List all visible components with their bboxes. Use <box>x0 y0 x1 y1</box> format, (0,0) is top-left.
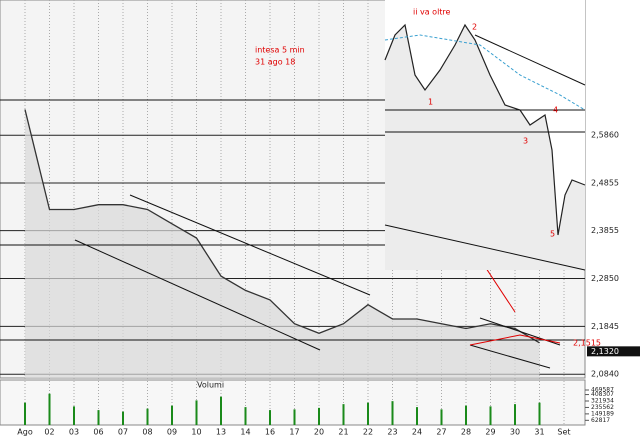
x-tick-label: 23 <box>387 428 397 437</box>
volume-bar <box>440 409 443 425</box>
x-tick-label: 31 <box>534 428 544 437</box>
volume-bar <box>146 408 149 425</box>
volume-bar <box>97 410 100 425</box>
volume-bar <box>367 402 369 425</box>
annotation: intesa 5 min <box>255 46 305 55</box>
y-tick-label: 2,3855 <box>591 226 619 235</box>
volume-bar <box>73 406 75 425</box>
annotation: 2,1515 <box>573 339 601 348</box>
y-tick-label: 2,4855 <box>591 179 619 188</box>
channel-lines <box>0 99 585 369</box>
x-tick-label: 21 <box>338 428 348 437</box>
annotation: 5 <box>550 230 555 239</box>
x-tick-label: 09 <box>167 428 177 437</box>
volume-tick-label: 321934 <box>591 398 614 405</box>
volume-bar <box>293 409 296 425</box>
volume-bar <box>244 407 247 425</box>
x-tick-label: 20 <box>314 428 324 437</box>
y-tick-label: 2,0840 <box>591 370 619 379</box>
volume-tick-label: 149189 <box>591 410 614 417</box>
y-tick-label: 2,5860 <box>591 131 619 140</box>
last-price-box <box>587 346 640 357</box>
volume-bar <box>416 407 418 425</box>
volume-bar <box>465 405 467 425</box>
volume-bar <box>514 404 516 425</box>
x-tick-label: 14 <box>240 428 250 437</box>
x-tick-label: 16 <box>265 428 275 437</box>
volume-tick-label: 235562 <box>591 404 614 411</box>
volume-bar <box>342 404 345 425</box>
x-tick-label: 13 <box>216 428 226 437</box>
x-tick-label: 29 <box>485 428 495 437</box>
volume-tick-label: 408307 <box>591 391 614 398</box>
annotation: 4 <box>553 106 558 115</box>
x-tick-label: 22 <box>363 428 373 437</box>
x-tick-label: 08 <box>142 428 152 437</box>
volume-bar <box>391 401 394 425</box>
last-price-label: 2,1320 <box>591 347 619 356</box>
volume-tick-label: 469587 <box>591 387 614 394</box>
volume-tick-label: 62817 <box>591 417 610 424</box>
volume-bar <box>48 393 51 425</box>
x-tick-label: 17 <box>289 428 299 437</box>
price-area <box>25 109 540 379</box>
volume-bar <box>489 406 492 425</box>
annotation: 31 ago 18 <box>255 58 295 67</box>
x-tick-label: 27 <box>436 428 446 437</box>
volume-bar <box>122 411 124 425</box>
inset <box>384 0 586 271</box>
volume-bar <box>24 402 26 425</box>
price-line <box>24 109 540 344</box>
x-tick-label: 07 <box>118 428 128 437</box>
volume-panel <box>0 379 586 426</box>
x-tick-label: Set <box>557 428 570 437</box>
x-tick-label: 06 <box>93 428 103 437</box>
x-tick-label: 28 <box>461 428 471 437</box>
y-tick-label: 2,1845 <box>591 322 619 331</box>
annotation: 2 <box>472 23 477 32</box>
volume-bar <box>171 405 173 425</box>
x-tick-label: 10 <box>191 428 201 437</box>
annotation: ii va oltre <box>413 8 451 17</box>
x-tick-label: 24 <box>412 428 422 437</box>
plot <box>24 109 541 425</box>
volume-bar <box>220 396 222 425</box>
x-tick-label: 03 <box>69 428 79 437</box>
annotation: 3 <box>523 137 528 146</box>
x-tick-label: Ago <box>17 428 33 437</box>
x-tick-label: 02 <box>44 428 54 437</box>
volume-bar <box>269 410 271 425</box>
volume-bar <box>195 400 198 425</box>
annotation: 1 <box>428 98 433 107</box>
volume-title: Volumi <box>197 381 224 390</box>
volume-bar <box>318 407 320 425</box>
x-tick-label: 30 <box>510 428 520 437</box>
y-tick-label: 2,2850 <box>591 274 619 283</box>
volume-bar <box>538 402 541 425</box>
